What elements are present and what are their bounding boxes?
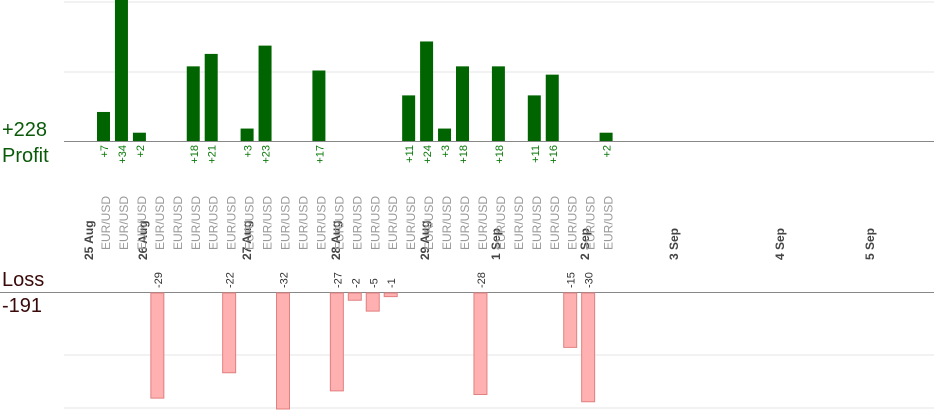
date-label: 26 Aug (136, 220, 150, 260)
profit-bar (545, 74, 559, 141)
loss-bar (581, 292, 596, 403)
profit-value-label: +24 (422, 145, 434, 164)
profit-bar (491, 66, 505, 141)
loss-bar (329, 292, 344, 392)
pair-label: EUR/USD (566, 196, 580, 250)
date-label: 2 Sep (578, 228, 592, 260)
pair-label: EUR/USD (135, 196, 149, 250)
pair-label: EUR/USD (512, 196, 526, 250)
profit-bar (240, 128, 254, 141)
profit-bar (312, 70, 326, 141)
profit-value-label: +21 (207, 145, 219, 164)
pair-label: EUR/USD (350, 196, 364, 250)
loss-value-label: -22 (225, 272, 237, 288)
loss-bar (383, 292, 398, 298)
date-label: 4 Sep (773, 228, 787, 260)
loss-value-label: -30 (584, 272, 596, 288)
date-label: 29 Aug (418, 220, 432, 260)
loss-value-label: -29 (153, 272, 165, 288)
loss-bar (150, 292, 165, 399)
profit-value-label: +2 (135, 145, 147, 158)
pair-label: EUR/USD (548, 196, 562, 250)
profit-value-label: +2 (602, 145, 614, 158)
profit-bar (527, 95, 541, 141)
profit-bar (599, 132, 613, 141)
profit-bar (132, 132, 146, 141)
profit-value-label: +18 (189, 145, 201, 164)
loss-value-label: -28 (476, 272, 488, 288)
pair-label: EUR/USD (314, 196, 328, 250)
loss-value-label: -32 (279, 272, 291, 288)
loss-value-label: -1 (386, 278, 398, 288)
pair-label: EUR/USD (332, 196, 346, 250)
pair-label: EUR/USD (117, 196, 131, 250)
loss-bar (473, 292, 488, 395)
profit-bar (204, 53, 218, 141)
profit-value-label: +34 (117, 145, 129, 164)
profit-value-label: +11 (530, 145, 542, 163)
pair-label: EUR/USD (422, 196, 436, 250)
loss-bar (365, 292, 380, 312)
loss-label: Loss (2, 269, 45, 291)
date-label: 25 Aug (82, 220, 96, 260)
profit-value-label: +18 (458, 145, 470, 164)
profit-bar (456, 66, 469, 141)
loss-value-label: -27 (332, 272, 344, 288)
profit-bar (438, 128, 452, 141)
date-label: 27 Aug (240, 220, 254, 260)
loss-bar (563, 292, 578, 348)
profit-bar (186, 66, 200, 141)
pair-label: EUR/USD (171, 196, 185, 250)
pair-label: EUR/USD (440, 196, 454, 250)
pair-label: EUR/USD (386, 196, 400, 250)
pair-label: EUR/USD (494, 196, 508, 250)
loss-value-label: -15 (566, 272, 578, 288)
date-label: 1 Sep (489, 228, 503, 260)
date-label: 3 Sep (667, 228, 681, 260)
pair-label: EUR/USD (404, 196, 418, 250)
profit-bar (258, 45, 272, 141)
profit-value-label: +7 (99, 145, 111, 158)
loss-bar (276, 292, 290, 410)
profit-value-label: +11 (404, 145, 416, 163)
profit-value-label: +3 (243, 145, 255, 158)
profit-bar (97, 111, 110, 141)
loss-bar (347, 292, 362, 301)
pair-label: EUR/USD (225, 196, 239, 250)
pair-label: EUR/USD (279, 196, 293, 250)
loss-bar (222, 292, 237, 374)
pair-label: EUR/USD (261, 196, 275, 250)
profit-value-label: +3 (440, 145, 452, 158)
profit-value-label: +18 (494, 145, 506, 164)
pair-label: EUR/USD (189, 196, 203, 250)
pair-label: EUR/USD (368, 196, 382, 250)
pair-label: EUR/USD (243, 196, 257, 250)
pair-label: EUR/USD (476, 196, 490, 250)
profit-total: +228 (2, 119, 48, 141)
loss-total: -191 (2, 295, 43, 317)
date-label: 28 Aug (329, 220, 343, 260)
profit-bar (114, 0, 128, 141)
date-label: 5 Sep (863, 228, 877, 260)
pair-label: EUR/USD (99, 196, 113, 250)
profit-value-label: +23 (261, 145, 273, 164)
pair-label: EUR/USD (530, 196, 544, 250)
pair-label: EUR/USD (584, 196, 598, 250)
profit-value-label: +16 (548, 145, 560, 164)
pair-label: EUR/USD (153, 196, 167, 250)
profit-value-label: +17 (314, 145, 326, 164)
pair-label: EUR/USD (296, 196, 310, 250)
pair-label: EUR/USD (602, 196, 616, 250)
loss-value-label: -2 (350, 278, 362, 288)
profit-bar (402, 95, 416, 141)
loss-value-label: -5 (368, 278, 380, 288)
pair-label: EUR/USD (458, 196, 472, 250)
profit-bar (420, 41, 434, 141)
profit-label: Profit (2, 145, 49, 167)
pair-label: EUR/USD (207, 196, 221, 250)
